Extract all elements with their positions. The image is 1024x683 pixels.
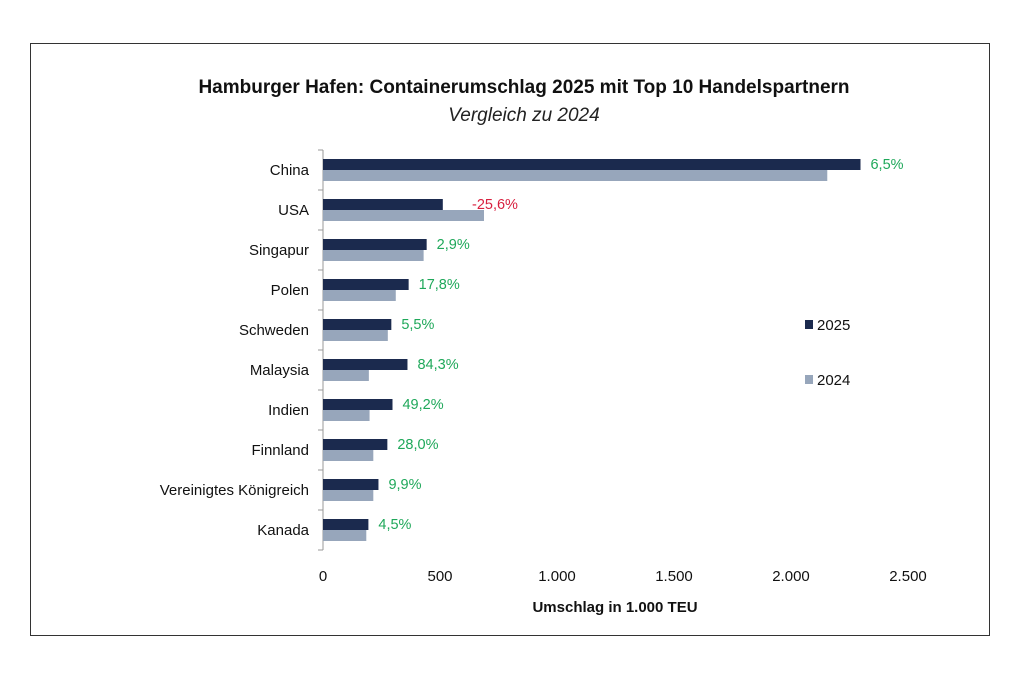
legend-swatch-2025 (805, 320, 813, 329)
x-tick-label: 0 (319, 568, 327, 585)
x-tick-label: 2.500 (889, 568, 927, 585)
chart-frame (30, 43, 990, 636)
bar-2025 (323, 519, 369, 530)
legend-swatch-2024 (805, 375, 813, 384)
bar-2025 (323, 239, 427, 250)
data-label: 28,0% (397, 437, 438, 453)
bar-2024 (323, 370, 369, 381)
data-label: 84,3% (417, 357, 458, 373)
category-label: Polen (271, 282, 309, 299)
category-label: Vereinigtes Königreich (160, 482, 309, 499)
bar-2025 (323, 199, 443, 210)
bar-2024 (323, 290, 396, 301)
bar-2024 (323, 530, 367, 541)
bar-2025 (323, 479, 379, 490)
bar-2024 (323, 170, 828, 181)
bar-2024 (323, 210, 484, 221)
bar-2024 (323, 450, 374, 461)
data-label: -25,6% (472, 197, 518, 213)
data-label: 49,2% (402, 397, 443, 413)
chart-title: Hamburger Hafen: Containerumschlag 2025 … (198, 77, 849, 98)
data-label: 17,8% (419, 277, 460, 293)
category-label: USA (278, 202, 309, 219)
bar-2025 (323, 359, 408, 370)
bar-2025 (323, 319, 392, 330)
data-label: 6,5% (870, 157, 903, 173)
data-label: 9,9% (388, 477, 421, 493)
bar-2024 (323, 490, 374, 501)
category-label: China (270, 162, 310, 179)
bar-2024 (323, 410, 370, 421)
bar-2024 (323, 330, 388, 341)
chart-subtitle: Vergleich zu 2024 (448, 105, 599, 126)
legend-label: 2024 (817, 372, 850, 389)
bar-2025 (323, 399, 393, 410)
category-label: Schweden (239, 322, 309, 339)
bar-2024 (323, 250, 424, 261)
data-label: 2,9% (437, 237, 470, 253)
x-tick-label: 2.000 (772, 568, 810, 585)
x-tick-label: 1.500 (655, 568, 693, 585)
category-label: Singapur (249, 242, 309, 259)
category-label: Kanada (257, 522, 309, 539)
category-label: Finnland (251, 442, 309, 459)
data-label: 5,5% (401, 317, 434, 333)
bar-2025 (323, 159, 861, 170)
category-label: Indien (268, 402, 309, 419)
bar-2025 (323, 279, 409, 290)
category-label: Malaysia (250, 362, 310, 379)
legend-label: 2025 (817, 317, 850, 334)
bar-2025 (323, 439, 388, 450)
x-tick-label: 500 (427, 568, 452, 585)
x-tick-label: 1.000 (538, 568, 576, 585)
data-label: 4,5% (378, 517, 411, 533)
x-axis-label: Umschlag in 1.000 TEU (532, 599, 697, 616)
